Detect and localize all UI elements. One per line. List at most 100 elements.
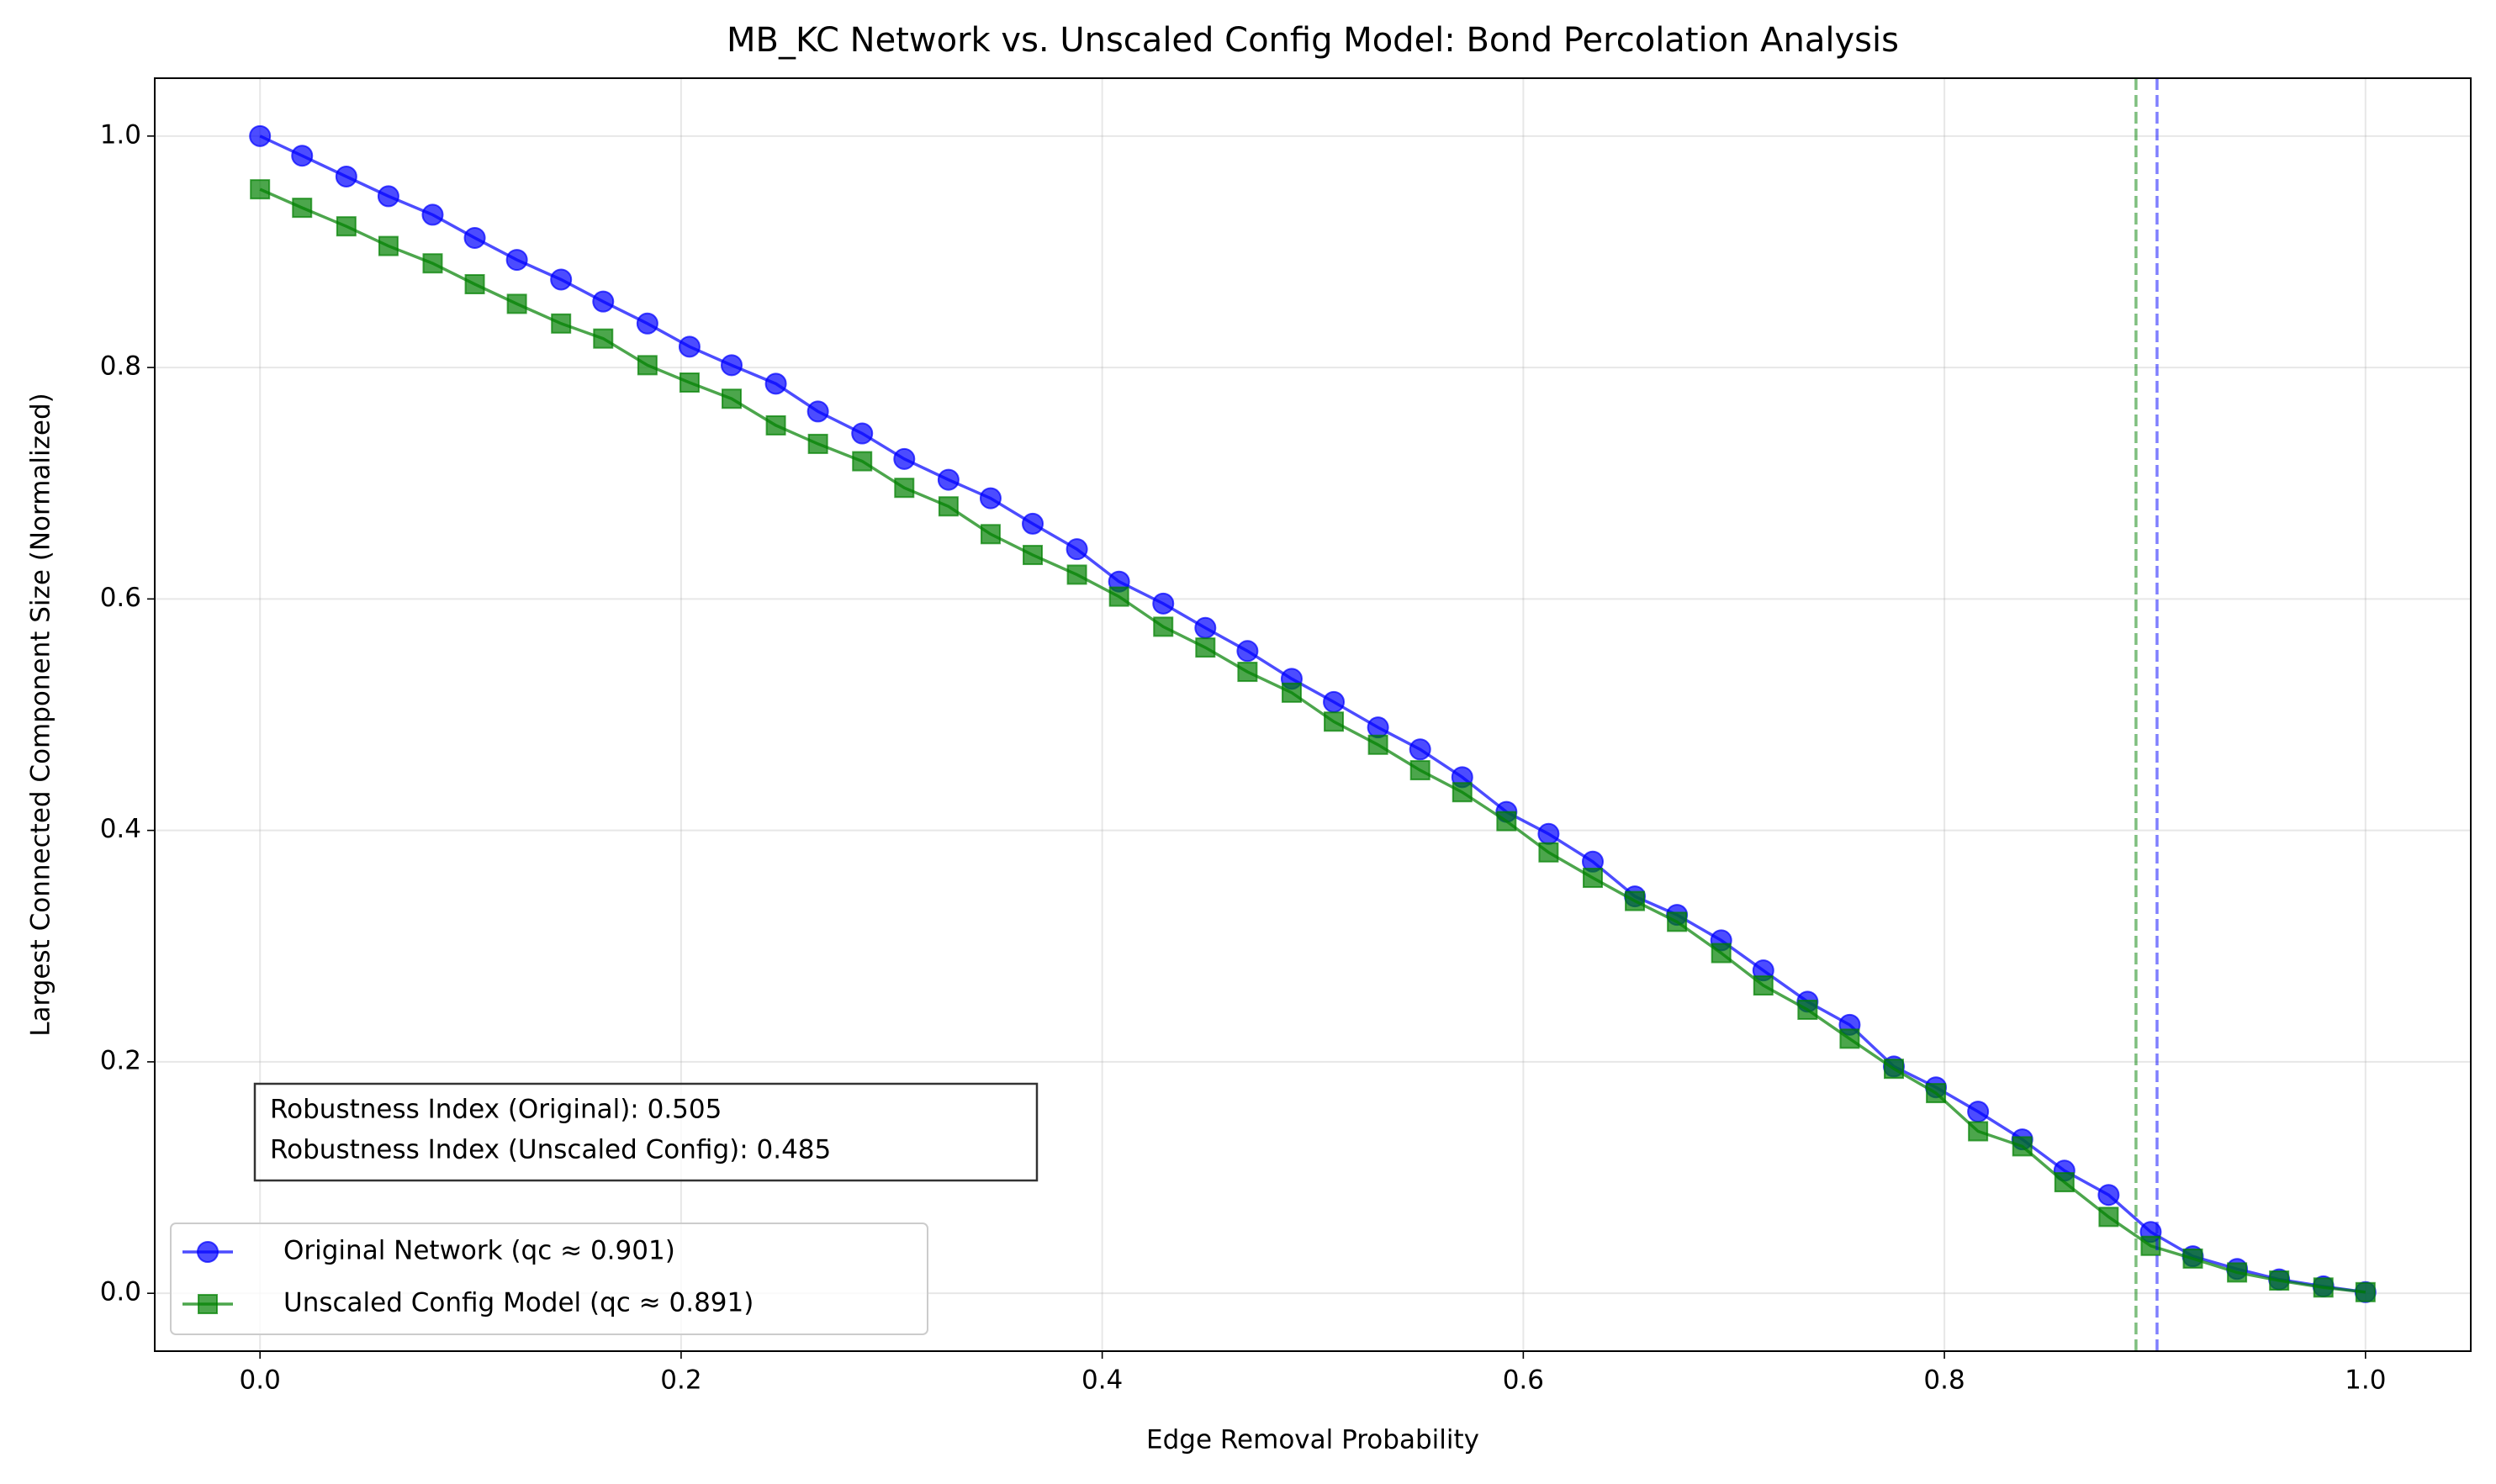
legend-label: Original Network (qc ≈ 0.901): [283, 1236, 675, 1266]
marker: [1324, 711, 1345, 732]
marker: [2054, 1172, 2075, 1193]
marker: [1582, 868, 1603, 889]
marker: [720, 354, 743, 377]
x-tick-label: 0.0: [240, 1365, 281, 1396]
marker: [336, 216, 357, 237]
marker: [637, 355, 658, 376]
marker: [1884, 1059, 1905, 1080]
marker: [852, 451, 873, 472]
marker: [1711, 943, 1732, 964]
marker: [938, 496, 959, 517]
marker: [1236, 640, 1259, 663]
marker: [1108, 586, 1129, 607]
marker: [979, 487, 1002, 510]
marker: [806, 400, 829, 423]
marker: [1538, 842, 1559, 863]
x-tick-label: 1.0: [2345, 1365, 2386, 1396]
marker: [1452, 782, 1473, 803]
annotation-box: [253, 1082, 1039, 1182]
marker: [592, 290, 615, 313]
marker: [1022, 512, 1044, 535]
marker: [2269, 1270, 2290, 1291]
marker: [1023, 545, 1044, 566]
marker: [250, 179, 271, 200]
marker: [1281, 682, 1302, 703]
x-axis-label: Edge Removal Probability: [1146, 1425, 1479, 1455]
marker: [1367, 716, 1389, 739]
marker: [1537, 822, 1560, 845]
legend-marker: [198, 1294, 218, 1314]
x-tick-label: 0.2: [660, 1365, 701, 1396]
marker: [1153, 616, 1174, 637]
legend-marker: [197, 1241, 219, 1263]
annotation-text: Robustness Index (Unscaled Config): 0.48…: [270, 1135, 831, 1165]
y-tick-label: 0.6: [100, 583, 141, 613]
marker: [980, 524, 1001, 545]
marker: [636, 312, 658, 335]
x-tick-label: 0.4: [1081, 1365, 1123, 1396]
marker: [1323, 690, 1346, 713]
marker: [1195, 637, 1216, 658]
marker: [1625, 890, 1646, 911]
marker: [291, 145, 314, 167]
marker: [807, 433, 828, 454]
marker: [1194, 616, 1217, 639]
marker: [1066, 564, 1087, 585]
x-tick-label: 0.8: [1923, 1365, 1965, 1396]
marker: [2313, 1277, 2334, 1298]
marker: [851, 422, 874, 445]
marker: [721, 388, 742, 409]
marker: [764, 372, 787, 395]
marker: [1367, 734, 1388, 755]
y-tick-label: 0.0: [100, 1277, 141, 1307]
marker: [893, 447, 916, 470]
x-tick-label: 0.6: [1503, 1365, 1544, 1396]
marker: [1066, 538, 1088, 561]
marker: [421, 203, 444, 226]
marker: [551, 313, 572, 334]
marker: [422, 253, 443, 274]
marker: [1409, 760, 1430, 781]
plot-frame: [154, 77, 2472, 1352]
legend-box: [170, 1223, 928, 1335]
marker: [765, 415, 786, 436]
marker: [1409, 738, 1431, 761]
marker: [1967, 1101, 1990, 1123]
marker: [249, 124, 272, 147]
marker: [1667, 911, 1688, 932]
marker: [335, 165, 357, 187]
marker: [1152, 592, 1175, 615]
marker: [464, 273, 485, 294]
marker: [937, 468, 960, 491]
legend-label: Unscaled Config Model (qc ≈ 0.891): [283, 1288, 754, 1318]
y-tick-label: 1.0: [100, 119, 141, 150]
marker: [1839, 1028, 1860, 1049]
marker: [506, 293, 527, 314]
marker: [1797, 999, 1818, 1020]
y-tick-label: 0.2: [100, 1045, 141, 1075]
marker: [894, 478, 915, 499]
marker: [292, 198, 313, 219]
marker: [2012, 1136, 2033, 1157]
marker: [1926, 1083, 1947, 1104]
annotation-text: Robustness Index (Original): 0.505: [270, 1095, 722, 1125]
marker: [1753, 975, 1774, 996]
y-tick-label: 0.4: [100, 814, 141, 844]
marker: [593, 328, 614, 349]
marker: [505, 249, 528, 272]
marker: [463, 226, 486, 249]
marker: [678, 335, 701, 358]
marker: [2355, 1281, 2376, 1302]
marker: [2227, 1262, 2248, 1283]
marker: [1968, 1121, 1989, 1142]
marker: [2140, 1235, 2161, 1256]
marker: [2098, 1207, 2119, 1228]
marker: [550, 268, 573, 291]
chart-title: MB_KC Network vs. Unscaled Config Model:…: [727, 21, 1899, 60]
y-axis-label: Largest Connected Component Size (Normal…: [26, 393, 56, 1036]
y-tick-label: 0.8: [100, 351, 141, 382]
marker: [1496, 811, 1517, 832]
marker: [378, 235, 399, 256]
